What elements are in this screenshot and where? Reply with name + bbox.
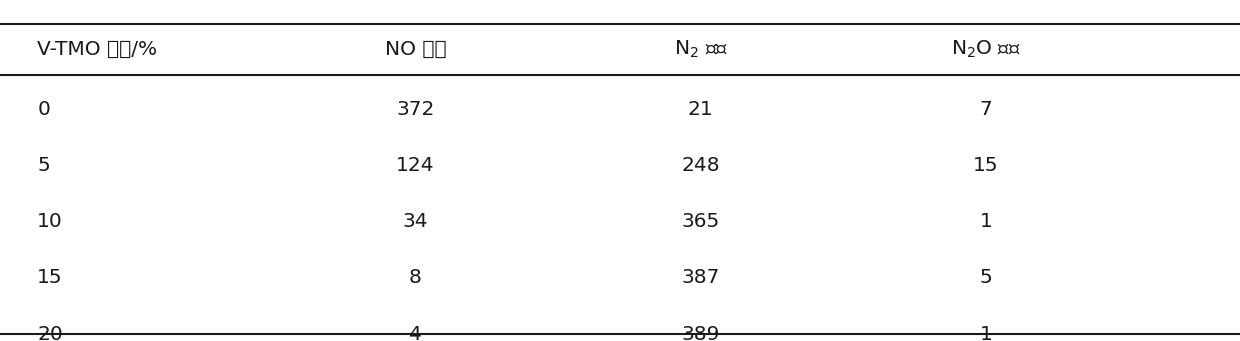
Text: 20: 20 (37, 325, 63, 341)
Text: 372: 372 (397, 100, 434, 119)
Text: 15: 15 (37, 268, 63, 287)
Text: 1: 1 (980, 212, 992, 231)
Text: 15: 15 (973, 156, 998, 175)
Text: V-TMO 含量/%: V-TMO 含量/% (37, 40, 157, 59)
Text: 5: 5 (37, 156, 50, 175)
Text: 1: 1 (980, 325, 992, 341)
Text: 7: 7 (980, 100, 992, 119)
Text: N$_2$O 浓度: N$_2$O 浓度 (951, 39, 1021, 60)
Text: 124: 124 (396, 156, 435, 175)
Text: 389: 389 (682, 325, 719, 341)
Text: NO 浓度: NO 浓度 (384, 40, 446, 59)
Text: N$_2$ 浓度: N$_2$ 浓度 (673, 39, 728, 60)
Text: 21: 21 (688, 100, 713, 119)
Text: 248: 248 (681, 156, 720, 175)
Text: 10: 10 (37, 212, 63, 231)
Text: 0: 0 (37, 100, 50, 119)
Text: 387: 387 (682, 268, 719, 287)
Text: 365: 365 (682, 212, 719, 231)
Text: 4: 4 (409, 325, 422, 341)
Text: 8: 8 (409, 268, 422, 287)
Text: 5: 5 (980, 268, 992, 287)
Text: 34: 34 (403, 212, 428, 231)
